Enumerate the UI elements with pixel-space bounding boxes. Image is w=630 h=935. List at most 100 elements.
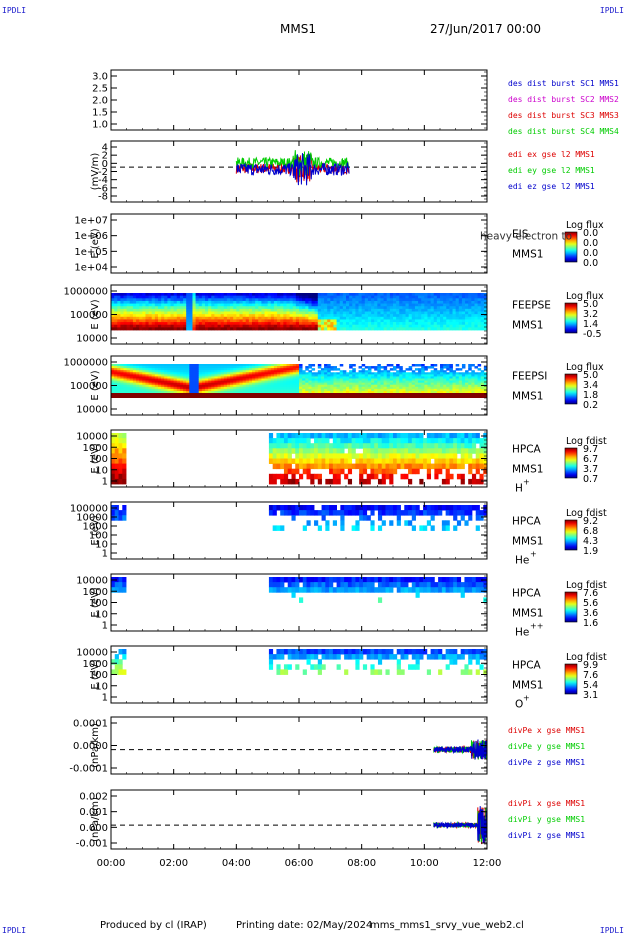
feepse-cell bbox=[384, 317, 388, 320]
hpca_h-cell bbox=[431, 453, 435, 459]
hpca_o-cell bbox=[122, 669, 126, 675]
feepse-cell bbox=[158, 306, 162, 309]
hpca_he-cell bbox=[359, 515, 363, 521]
hpca_h-cell bbox=[385, 433, 389, 439]
feepse-cell bbox=[149, 325, 153, 328]
feepse-cell bbox=[299, 298, 303, 301]
hpca_h-cell bbox=[318, 474, 322, 480]
hpca_hepp-instrument: HPCA bbox=[512, 588, 542, 600]
feepse-cell bbox=[145, 304, 149, 307]
hpca_h-cell bbox=[397, 438, 401, 444]
feepse-cell bbox=[233, 312, 237, 315]
feepse-cell bbox=[362, 309, 366, 312]
hpca_h-cell bbox=[479, 464, 483, 470]
hpca_o-cell bbox=[416, 649, 420, 655]
hpca_h-cell bbox=[325, 433, 329, 439]
feepse-cell bbox=[111, 309, 115, 312]
feepse-cell bbox=[189, 317, 193, 320]
hpca_h-cell bbox=[329, 469, 333, 475]
feepse-cell bbox=[205, 301, 209, 304]
feepsi-spacecraft: MMS1 bbox=[512, 391, 543, 403]
feepse-cell bbox=[462, 327, 466, 330]
feepsi-cell bbox=[374, 368, 378, 370]
hpca_h-cell bbox=[419, 453, 423, 459]
hpca_h-cell bbox=[344, 438, 348, 444]
hpca_he-cell bbox=[374, 505, 378, 511]
hpca_h-cell bbox=[269, 438, 273, 444]
feepse-cell bbox=[396, 296, 400, 299]
hpca_h-cell bbox=[476, 469, 480, 475]
hpca_h-cell bbox=[340, 443, 344, 449]
hpca_o-cell bbox=[468, 659, 472, 665]
feepse-cell bbox=[252, 317, 256, 320]
feepse-cell bbox=[158, 298, 162, 301]
hpca_hepp-cell bbox=[389, 577, 393, 583]
feepse-cell bbox=[462, 301, 466, 304]
hpca_h-cell bbox=[370, 453, 374, 459]
feepse-cell bbox=[434, 322, 438, 325]
hpca_hepp-cell bbox=[340, 577, 344, 583]
hpca_h-cell bbox=[442, 464, 446, 470]
hpca_h-cell bbox=[461, 474, 465, 480]
feepse-cell bbox=[393, 325, 397, 328]
feepse-cell bbox=[456, 322, 460, 325]
feepse-cell bbox=[227, 319, 231, 322]
hpca_h-cell bbox=[119, 464, 123, 470]
hpca_hepp-cell bbox=[276, 577, 280, 583]
feepse-cell bbox=[258, 322, 262, 325]
hpca_h-cell bbox=[307, 469, 311, 475]
hpca_hepp-cell bbox=[333, 577, 337, 583]
feepse-cell bbox=[337, 312, 341, 315]
hpca_o-cell bbox=[431, 654, 435, 660]
hpca_o-cell bbox=[352, 654, 356, 660]
hpca_h-cell bbox=[446, 459, 450, 465]
feepse-cell bbox=[343, 298, 347, 301]
feepse-cell bbox=[321, 309, 325, 312]
feepse-cell bbox=[390, 322, 394, 325]
hpca_he-cell bbox=[280, 525, 284, 531]
feepse-cell bbox=[349, 301, 353, 304]
feepse-cell bbox=[133, 317, 137, 320]
hpca_he-cell bbox=[446, 510, 450, 515]
feepse-cell bbox=[211, 314, 215, 317]
hpca_h-cell bbox=[352, 448, 356, 454]
hpca_he-cell bbox=[111, 515, 115, 521]
hpca_o-cell bbox=[307, 654, 311, 660]
feepse-cell bbox=[246, 296, 250, 299]
feepse-cell bbox=[393, 312, 397, 315]
feepse-cell bbox=[471, 314, 475, 317]
feepse-cell bbox=[421, 319, 425, 322]
feepse-cell bbox=[474, 306, 478, 309]
feepse-cell bbox=[158, 322, 162, 325]
hpca_he-cell bbox=[269, 510, 273, 515]
feepse-cell bbox=[271, 325, 275, 328]
feepse-cell bbox=[396, 317, 400, 320]
feepse-cell bbox=[371, 293, 375, 296]
feepse-cell bbox=[384, 293, 388, 296]
feepse-cell bbox=[243, 309, 247, 312]
feepse-cell bbox=[189, 322, 193, 325]
feepse-cell bbox=[431, 317, 435, 320]
hpca_hepp-cell bbox=[276, 582, 280, 588]
feepse-cell bbox=[142, 312, 146, 315]
feepse-cell bbox=[384, 309, 388, 312]
feepse-cell bbox=[186, 312, 190, 315]
feepse-cell bbox=[283, 298, 287, 301]
feepse-cell bbox=[465, 296, 469, 299]
feepse-cell bbox=[120, 317, 124, 320]
feepse-cell bbox=[443, 322, 447, 325]
feepse-cell bbox=[321, 296, 325, 299]
feepse-cell bbox=[324, 322, 328, 325]
feepse-cell bbox=[145, 293, 149, 296]
hpca_o-cell bbox=[468, 654, 472, 660]
feepse-cell bbox=[171, 322, 175, 325]
hpca_he-colorbar bbox=[565, 520, 577, 550]
hpca_h-cell bbox=[295, 464, 299, 470]
hpca_hepp-cell bbox=[472, 587, 476, 593]
feepse-cell bbox=[305, 309, 309, 312]
hpca_h-cell bbox=[122, 448, 126, 454]
feepse-cell bbox=[265, 306, 269, 309]
feepse-cell bbox=[368, 293, 372, 296]
feepse-cell bbox=[384, 325, 388, 328]
feepse-cell bbox=[308, 319, 312, 322]
